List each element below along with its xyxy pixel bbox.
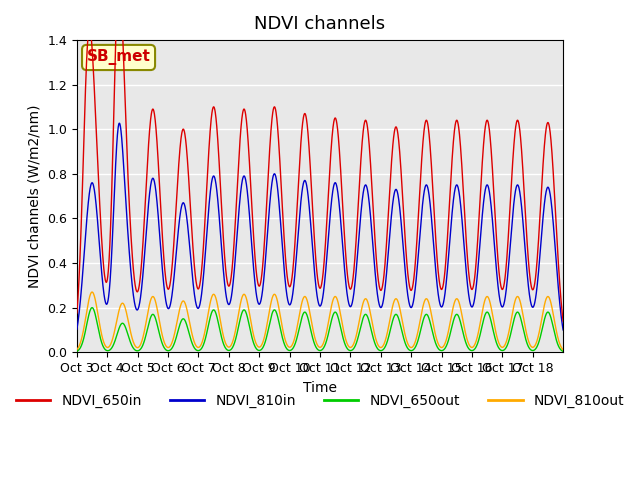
Legend: NDVI_650in, NDVI_810in, NDVI_650out, NDVI_810out: NDVI_650in, NDVI_810in, NDVI_650out, NDV…	[10, 389, 630, 414]
Y-axis label: NDVI channels (W/m2/nm): NDVI channels (W/m2/nm)	[28, 105, 42, 288]
X-axis label: Time: Time	[303, 381, 337, 395]
Title: NDVI channels: NDVI channels	[255, 15, 385, 33]
Text: SB_met: SB_met	[86, 49, 150, 65]
